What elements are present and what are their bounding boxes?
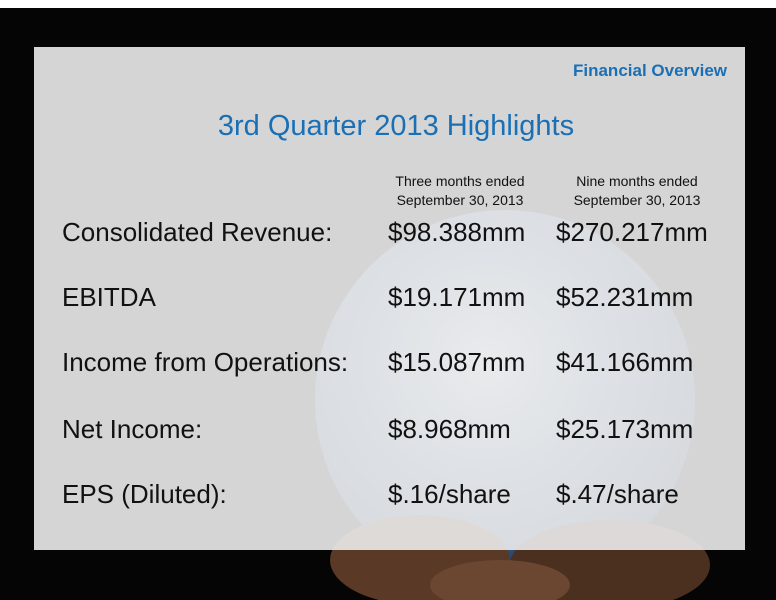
row-value: $15.087mm	[388, 347, 526, 377]
top-strip	[0, 0, 776, 8]
row-label: Consolidated Revenue:	[62, 217, 333, 247]
row-value: $41.166mm	[556, 347, 694, 377]
row-value: $25.173mm	[556, 414, 694, 444]
row-value: $.16/share	[388, 479, 511, 509]
slide-title: 3rd Quarter 2013 Highlights	[217, 110, 575, 142]
row-value: $52.231mm	[556, 282, 694, 312]
section-label: Financial Overview	[572, 61, 727, 80]
row-value: $98.388mm	[388, 217, 526, 247]
column-header: Nine months ended	[576, 173, 698, 189]
row-value: $270.217mm	[556, 217, 708, 247]
column-header: September 30, 2013	[573, 192, 701, 208]
column-header: Three months ended	[395, 173, 525, 189]
row-label: EBITDA	[62, 282, 156, 312]
row-value: $8.968mm	[388, 414, 511, 444]
row-label: Net Income:	[62, 414, 203, 444]
row-label: Income from Operations:	[62, 347, 349, 377]
column-header: September 30, 2013	[396, 192, 524, 208]
content-panel	[34, 47, 745, 550]
row-label: EPS (Diluted):	[62, 479, 227, 509]
row-value: $.47/share	[556, 479, 679, 509]
row-value: $19.171mm	[388, 282, 526, 312]
